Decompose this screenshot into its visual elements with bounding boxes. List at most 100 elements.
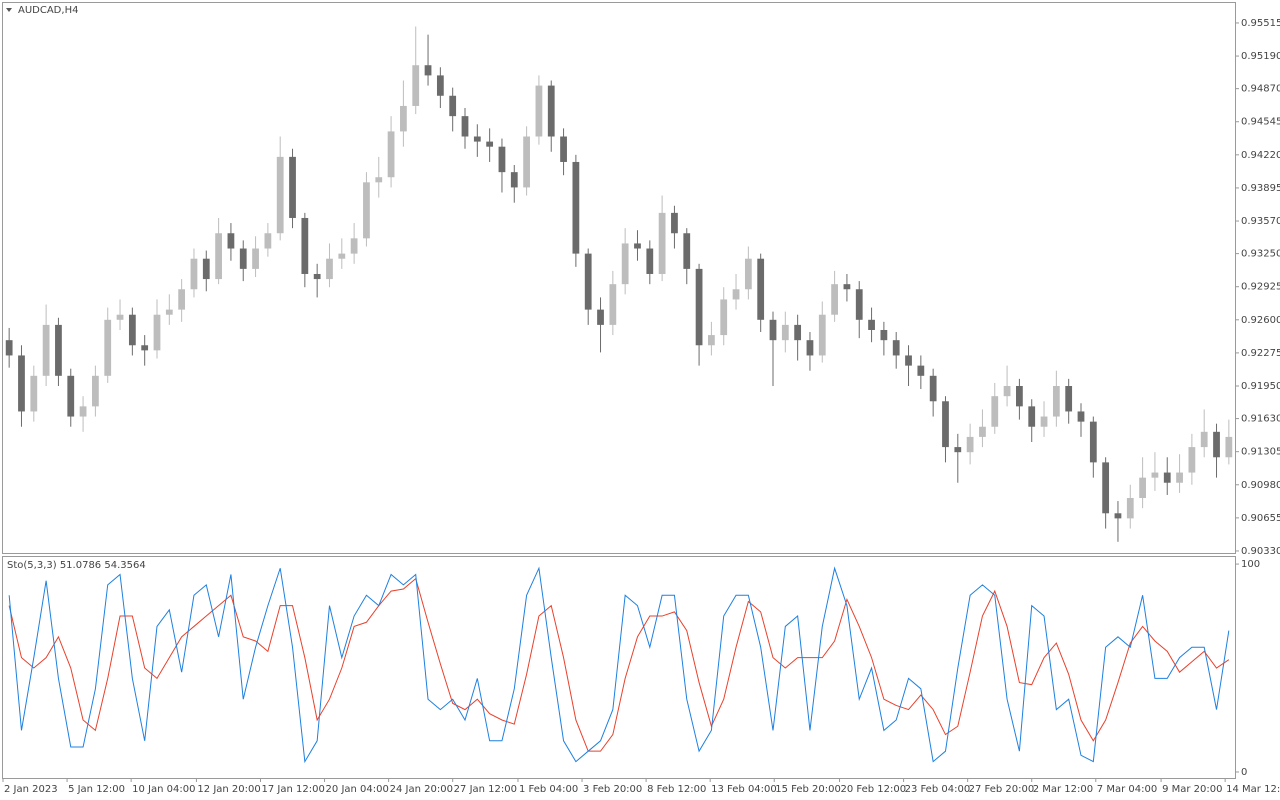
candle-body [55,324,62,376]
candle-body [547,85,555,137]
y-tick-label: 0.91630 [1241,414,1280,425]
candle-body [966,436,974,453]
candle-body [855,289,863,320]
y-tick-label: 0.92600 [1241,315,1280,326]
candle-body [276,156,284,234]
y-tick-label: 0.93895 [1241,183,1280,194]
y-tick-label: 0.93250 [1241,249,1280,260]
candle-body [671,212,678,234]
candle-body [252,248,259,269]
candle-body [979,426,986,437]
candle-body [301,217,309,274]
candle-body [1114,513,1122,519]
candle-body [535,85,543,137]
candle-body [1065,385,1073,412]
candle-body [905,355,912,366]
candle-body [1028,406,1036,427]
candle-body [1151,472,1159,478]
y-tick-label: 0.94870 [1241,84,1280,95]
candle-body [165,309,173,315]
candle-body [708,335,715,346]
candle-body [400,105,407,132]
y-tick-label: 0.90980 [1241,480,1280,491]
x-tick-label: 20 Feb 12:00 [841,784,907,795]
x-tick-label: 15 Feb 20:00 [775,784,841,795]
candle-body [5,340,13,356]
candle-body [1126,498,1134,519]
candle-body [510,172,518,188]
candle-body [116,314,124,320]
candle-body [30,375,38,412]
candle-body [646,248,654,274]
y-tick-label: 0.90655 [1241,513,1280,524]
candle-body [732,289,740,300]
candle-body [806,340,814,356]
candle-body [1089,421,1097,463]
candle-body [658,212,666,274]
candle-body [67,375,75,417]
candle-body [424,65,432,76]
y-tick-label: 0.94220 [1241,150,1280,161]
candle-body [1077,411,1085,422]
indicator-pane-frame [2,556,1236,779]
x-tick-label: 8 Feb 12:00 [647,784,706,795]
candle-body [744,258,752,290]
candle-body [153,314,161,351]
candle-body [313,273,321,280]
candle-body [1052,385,1060,417]
candle-body [609,284,617,325]
y-tick-label: 0.91305 [1241,447,1280,458]
y-tick-label: 0.92275 [1241,348,1280,359]
candle-body [769,319,777,341]
candle-body [202,258,210,280]
candle-body [326,258,333,280]
candle-body [1102,462,1110,514]
x-tick-label: 23 Feb 04:00 [905,784,971,795]
x-tick-label: 7 Mar 04:00 [1097,784,1157,795]
candle-body [560,136,567,162]
candle-body [498,146,506,173]
y-tick-label: 0.90330 [1241,546,1280,557]
candle-body [486,141,494,147]
candle-body [1176,472,1183,483]
x-tick-label: 27 Feb 20:00 [969,784,1035,795]
candle-body [1003,385,1011,397]
x-tick-label: 2 Jan 2023 [4,784,58,795]
candle-body [634,243,641,249]
y-tick-label: 0.91950 [1241,381,1280,392]
x-tick-label: 14 Mar 12:00 [1226,784,1280,795]
candle-body [695,268,703,346]
candle-body [1040,416,1048,427]
candle-body [843,284,851,290]
y-tick-label: 0.94545 [1241,117,1280,128]
candle-body [92,375,99,407]
candle-body [868,319,875,330]
candle-body [929,375,937,402]
candle-body [387,131,395,178]
x-tick-label: 5 Jan 12:00 [68,784,125,795]
candle-body [720,299,728,336]
candle-body [794,324,802,341]
x-tick-label: 1 Feb 04:00 [519,784,578,795]
candle-body [991,396,999,427]
candle-body [264,233,272,249]
candle-body [1188,447,1196,473]
y-tick-label: 0.92925 [1241,282,1280,293]
candle-body [141,345,149,351]
candle-body [178,289,186,310]
candle-body [523,136,530,188]
y-tick-label: 100 [1241,559,1260,570]
candle-body [128,314,136,346]
candle-body [436,75,444,96]
candle-body [954,447,962,453]
candle-body [597,309,604,325]
candle-body [584,253,592,310]
pane-menu-icon[interactable] [6,8,12,12]
candle-body [683,233,691,269]
candle-body [239,248,247,269]
y-tick-label: 0 [1241,767,1247,778]
indicator-title: Sto(5,3,3) 51.0786 54.3564 [7,560,146,571]
